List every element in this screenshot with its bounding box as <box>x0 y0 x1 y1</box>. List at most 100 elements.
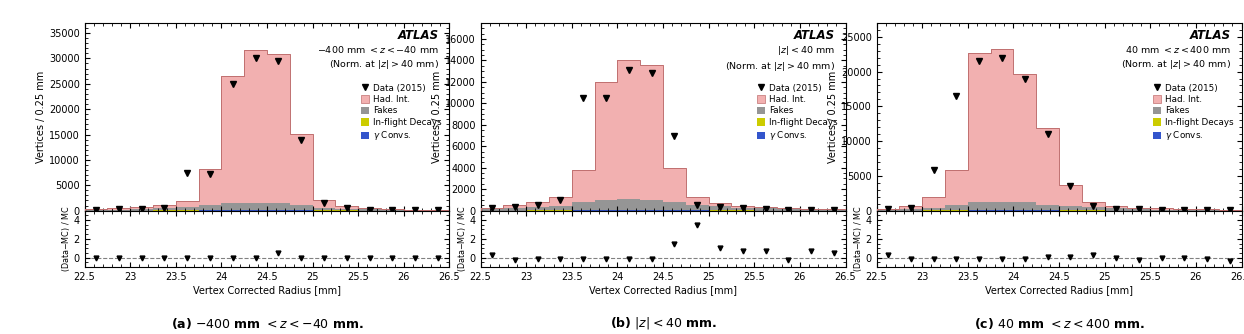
Bar <box>1151 208 1173 209</box>
Bar <box>731 208 754 210</box>
Bar <box>153 205 175 208</box>
Bar <box>267 53 290 203</box>
Legend: Data (2015), Had. Int., Fakes, In-flight Decays, $\gamma$ Convs.: Data (2015), Had. Int., Fakes, In-flight… <box>1153 84 1234 142</box>
Bar <box>1036 128 1059 205</box>
Bar <box>175 201 199 207</box>
Text: (b) $|z| < 40$ mm.: (b) $|z| < 40$ mm. <box>610 315 717 331</box>
Bar <box>572 202 595 210</box>
Bar <box>990 49 1014 202</box>
Bar <box>754 208 778 210</box>
Bar <box>685 197 709 205</box>
Bar <box>480 208 504 209</box>
Bar <box>899 206 922 209</box>
Bar <box>731 205 754 208</box>
Bar <box>685 205 709 210</box>
Bar <box>945 205 968 210</box>
Bar <box>1082 207 1105 210</box>
Bar <box>1082 202 1105 207</box>
Bar <box>1059 206 1082 210</box>
Bar <box>244 203 267 210</box>
Bar <box>480 209 504 210</box>
Bar <box>267 203 290 210</box>
Bar <box>131 209 153 210</box>
Bar <box>617 210 641 211</box>
Bar <box>1014 202 1036 210</box>
Bar <box>778 209 800 210</box>
Legend: Data (2015), Had. Int., Fakes, In-flight Decays, $\gamma$ Convs.: Data (2015), Had. Int., Fakes, In-flight… <box>361 84 442 142</box>
Bar <box>131 207 153 209</box>
Bar <box>107 209 131 210</box>
Bar <box>1195 209 1219 210</box>
Text: (c) $40$ mm $< z < 400$ mm.: (c) $40$ mm $< z < 400$ mm. <box>974 316 1144 331</box>
Bar <box>153 208 175 210</box>
Bar <box>290 205 312 210</box>
Y-axis label: Vertices / 0.25 mm: Vertices / 0.25 mm <box>36 70 46 163</box>
Bar <box>549 197 572 206</box>
Text: ATLAS: ATLAS <box>794 28 835 41</box>
Bar <box>336 209 358 210</box>
Text: $40$ mm $< z < 400$ mm
(Norm. at $|z| > 40$ mm): $40$ mm $< z < 400$ mm (Norm. at $|z| > … <box>1121 43 1230 71</box>
Y-axis label: (Data$-$MC) / MC: (Data$-$MC) / MC <box>60 206 72 272</box>
X-axis label: Vertex Corrected Radius [mm]: Vertex Corrected Radius [mm] <box>193 285 341 295</box>
Bar <box>290 135 312 205</box>
Bar <box>663 168 685 202</box>
Bar <box>595 200 617 210</box>
Legend: Data (2015), Had. Int., Fakes, In-flight Decays, $\gamma$ Convs.: Data (2015), Had. Int., Fakes, In-flight… <box>756 84 837 142</box>
Bar <box>526 202 549 207</box>
Bar <box>572 170 595 202</box>
Bar <box>199 205 221 210</box>
Bar <box>800 209 822 210</box>
Bar <box>899 209 922 210</box>
Y-axis label: Vertices / 0.25 mm: Vertices / 0.25 mm <box>432 70 442 163</box>
Bar <box>549 206 572 210</box>
Text: $-400$ mm $< z < -40$ mm
(Norm. at $|z| > 40$ mm): $-400$ mm $< z < -40$ mm (Norm. at $|z| … <box>317 43 439 71</box>
Bar <box>1127 208 1151 209</box>
Bar <box>336 206 358 209</box>
Bar <box>504 205 526 208</box>
Bar <box>617 199 641 210</box>
Bar <box>1105 206 1127 208</box>
Bar <box>221 76 244 203</box>
Bar <box>754 207 778 208</box>
Bar <box>922 197 945 208</box>
Bar <box>526 207 549 210</box>
Bar <box>877 209 899 210</box>
Bar <box>641 65 663 200</box>
Bar <box>312 200 336 207</box>
Bar <box>1127 209 1151 210</box>
Bar <box>641 200 663 210</box>
X-axis label: Vertex Corrected Radius [mm]: Vertex Corrected Radius [mm] <box>985 285 1133 295</box>
Bar <box>1151 209 1173 210</box>
Bar <box>800 208 822 209</box>
Bar <box>990 202 1014 210</box>
Bar <box>175 207 199 210</box>
Bar <box>778 208 800 209</box>
Y-axis label: (Data$-$MC) / MC: (Data$-$MC) / MC <box>457 206 468 272</box>
Text: ATLAS: ATLAS <box>1189 28 1230 41</box>
X-axis label: Vertex Corrected Radius [mm]: Vertex Corrected Radius [mm] <box>590 285 736 295</box>
Bar <box>504 208 526 210</box>
Bar <box>945 170 968 205</box>
Bar <box>1059 185 1082 206</box>
Bar <box>381 209 404 210</box>
Text: (a) $-400$ mm $< z < -40$ mm.: (a) $-400$ mm $< z < -40$ mm. <box>170 316 363 331</box>
Bar <box>85 209 107 210</box>
Bar <box>822 209 846 210</box>
Bar <box>709 203 731 206</box>
Y-axis label: Vertices / 0.25 mm: Vertices / 0.25 mm <box>829 70 838 163</box>
Y-axis label: (Data$-$MC) / MC: (Data$-$MC) / MC <box>852 206 865 272</box>
Bar <box>107 208 131 209</box>
Text: $|z| < 40$ mm
(Norm. at $|z| > 40$ mm): $|z| < 40$ mm (Norm. at $|z| > 40$ mm) <box>724 43 835 73</box>
Bar <box>922 208 945 210</box>
Bar <box>244 50 267 203</box>
Bar <box>968 53 990 202</box>
Bar <box>595 82 617 200</box>
Bar <box>221 203 244 210</box>
Text: ATLAS: ATLAS <box>397 28 439 41</box>
Bar <box>358 209 381 210</box>
Bar <box>1036 205 1059 210</box>
Bar <box>709 206 731 210</box>
Bar <box>199 169 221 205</box>
Bar <box>312 207 336 210</box>
Bar <box>1014 74 1036 202</box>
